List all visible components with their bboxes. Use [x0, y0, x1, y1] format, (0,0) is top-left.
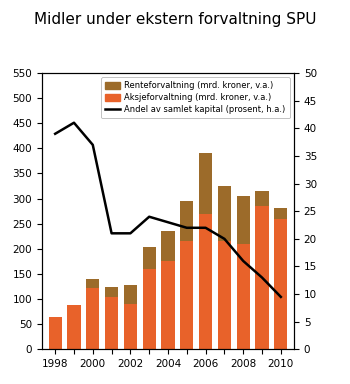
Bar [124, 285, 137, 304]
Bar [142, 269, 156, 349]
Bar [180, 201, 194, 242]
Bar [274, 219, 287, 349]
Bar [199, 214, 212, 349]
Bar [142, 247, 156, 269]
Bar [105, 297, 118, 349]
Bar [68, 305, 80, 349]
Bar [237, 244, 250, 349]
Bar [199, 153, 212, 214]
Bar [218, 186, 231, 242]
Bar [180, 242, 194, 349]
Legend: Renteforvaltning (mrd. kroner, v.a.), Aksjeforvaltning (mrd. kroner, v.a.), Ande: Renteforvaltning (mrd. kroner, v.a.), Ak… [101, 77, 290, 118]
Bar [124, 304, 137, 349]
Bar [256, 191, 268, 206]
Bar [256, 206, 268, 349]
Bar [86, 288, 99, 349]
Bar [49, 317, 62, 349]
Bar [161, 262, 175, 349]
Bar [161, 231, 175, 262]
Bar [105, 286, 118, 297]
Bar [237, 196, 250, 244]
Bar [86, 279, 99, 288]
Bar [274, 208, 287, 219]
Text: Midler under ekstern forvaltning SPU: Midler under ekstern forvaltning SPU [34, 12, 316, 26]
Bar [218, 242, 231, 349]
